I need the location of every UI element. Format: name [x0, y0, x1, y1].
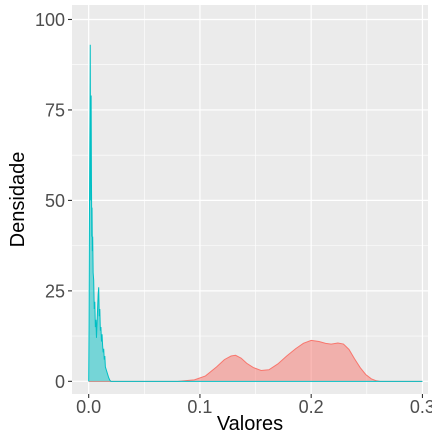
- x-tick-label: 0.3: [410, 397, 432, 417]
- x-tick-label: 0.0: [76, 397, 101, 417]
- y-tick-label: 75: [45, 100, 65, 120]
- y-axis-title: Densidade: [7, 152, 29, 248]
- y-tick-label: 50: [45, 191, 65, 211]
- x-axis-title: Valores: [217, 413, 283, 435]
- y-tick-label: 25: [45, 281, 65, 301]
- x-tick-label: 0.2: [299, 397, 324, 417]
- y-tick-label: 0: [55, 372, 65, 392]
- x-tick-label: 0.1: [187, 397, 212, 417]
- plot-panel: [72, 5, 428, 394]
- y-tick-label: 100: [35, 10, 65, 30]
